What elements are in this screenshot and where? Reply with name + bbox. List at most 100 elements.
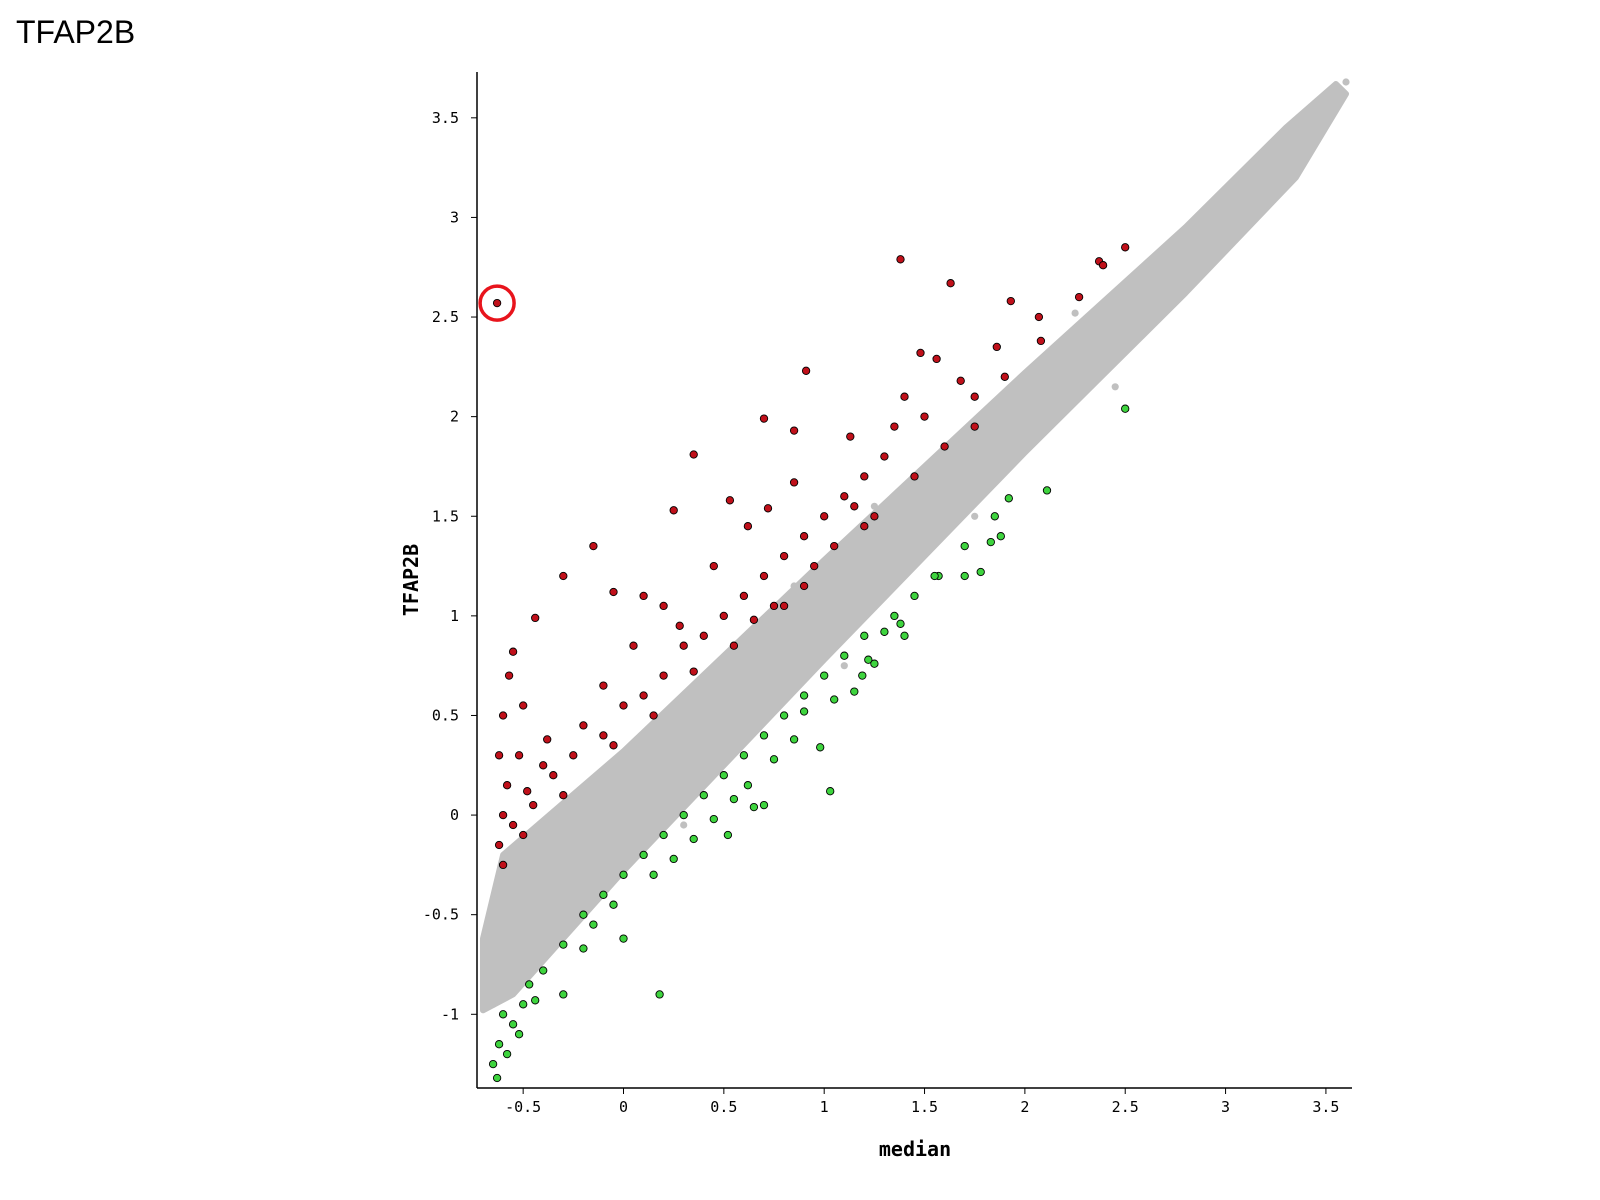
up-point xyxy=(1000,372,1009,381)
up-point xyxy=(860,522,869,531)
down-point xyxy=(890,611,899,621)
x-tick-label: 3 xyxy=(1221,1098,1230,1116)
up-point xyxy=(619,701,628,710)
x-tick-label: 2 xyxy=(1020,1098,1029,1116)
down-point xyxy=(990,512,999,521)
neutral-point xyxy=(487,970,495,979)
y-tick-label: 2 xyxy=(450,408,459,426)
down-point xyxy=(699,791,708,800)
up-point xyxy=(689,450,698,459)
down-point xyxy=(599,890,608,899)
down-point xyxy=(769,755,779,764)
neutral-point xyxy=(1282,164,1290,172)
down-point xyxy=(896,619,905,628)
down-point xyxy=(723,830,733,840)
down-point xyxy=(880,627,889,636)
down-point xyxy=(609,900,618,909)
up-point xyxy=(559,571,568,581)
up-point xyxy=(649,711,658,720)
y-tick-label: 3 xyxy=(450,208,459,226)
up-point xyxy=(504,671,514,680)
neutral-point xyxy=(1121,329,1129,337)
down-point xyxy=(488,1059,498,1069)
x-tick-label: 1 xyxy=(820,1098,829,1116)
y-tick-label: 2.5 xyxy=(432,308,459,326)
up-point xyxy=(860,472,869,481)
up-point xyxy=(579,721,588,730)
neutral-point xyxy=(840,662,848,670)
neutral-point xyxy=(680,761,688,769)
down-point xyxy=(619,934,628,943)
y-ticks: -1 -0.5 0 0.5 1 1.5 2 2.5 3 3.5 xyxy=(423,109,477,1023)
neutral-point xyxy=(1061,373,1069,381)
up-point xyxy=(514,751,524,760)
up-point xyxy=(559,791,568,800)
neutral-point xyxy=(499,931,507,939)
down-point xyxy=(820,671,829,680)
up-point xyxy=(599,731,608,740)
up-point xyxy=(498,810,508,820)
down-point xyxy=(996,532,1005,541)
up-point xyxy=(494,840,504,850)
down-point xyxy=(579,910,588,919)
down-point xyxy=(930,571,939,581)
y-tick-label: 3.5 xyxy=(432,109,459,127)
neutral-point xyxy=(1272,144,1280,152)
up-point xyxy=(920,412,929,421)
up-point xyxy=(759,571,769,581)
neutral-point xyxy=(880,572,889,580)
down-point xyxy=(639,850,648,860)
neutral-point xyxy=(619,787,628,795)
neutral-point xyxy=(860,568,868,576)
neutral-point xyxy=(1201,243,1210,251)
neutral-point xyxy=(840,612,848,620)
neutral-points xyxy=(480,78,1350,1014)
down-point xyxy=(799,707,809,716)
neutral-point xyxy=(509,954,517,963)
neutral-point xyxy=(1312,134,1320,142)
neutral-point xyxy=(1262,174,1270,182)
neutral-point xyxy=(790,582,798,590)
neutral-point xyxy=(981,452,989,461)
down-point xyxy=(779,711,789,720)
down-point xyxy=(689,834,698,844)
down-point xyxy=(900,631,909,640)
neutral-point xyxy=(680,821,688,829)
up-point xyxy=(763,504,773,513)
down-point xyxy=(649,870,658,879)
down-point xyxy=(976,567,985,577)
down-point xyxy=(799,691,809,700)
up-point xyxy=(523,787,532,796)
up-point xyxy=(1074,292,1084,302)
neutral-point xyxy=(700,711,708,720)
neutral-point xyxy=(1001,456,1009,465)
down-point xyxy=(719,771,728,780)
down-point xyxy=(830,695,839,704)
up-point xyxy=(531,613,540,623)
y-tick-label: 1.5 xyxy=(432,507,459,525)
up-point xyxy=(743,522,753,531)
up-point xyxy=(508,647,518,656)
down-point xyxy=(910,591,919,601)
neutral-point xyxy=(1161,289,1169,297)
y-tick-label: 0 xyxy=(450,806,459,824)
neutral-point xyxy=(1141,293,1149,301)
neutral-point xyxy=(1111,383,1119,391)
x-tick-label: 0.5 xyxy=(710,1098,737,1116)
up-point xyxy=(519,830,528,840)
down-point xyxy=(789,735,799,744)
down-point xyxy=(525,980,534,989)
up-point xyxy=(970,422,979,431)
neutral-point xyxy=(489,1000,497,1008)
neutral-point xyxy=(920,532,929,540)
down-point xyxy=(729,794,739,804)
up-point xyxy=(498,860,508,870)
up-point xyxy=(709,561,718,571)
up-point xyxy=(779,601,789,611)
y-tick-label: 0.5 xyxy=(432,706,459,724)
down-point xyxy=(960,571,969,581)
up-point xyxy=(846,432,855,441)
neutral-point xyxy=(760,688,768,696)
down-point xyxy=(519,1000,528,1009)
